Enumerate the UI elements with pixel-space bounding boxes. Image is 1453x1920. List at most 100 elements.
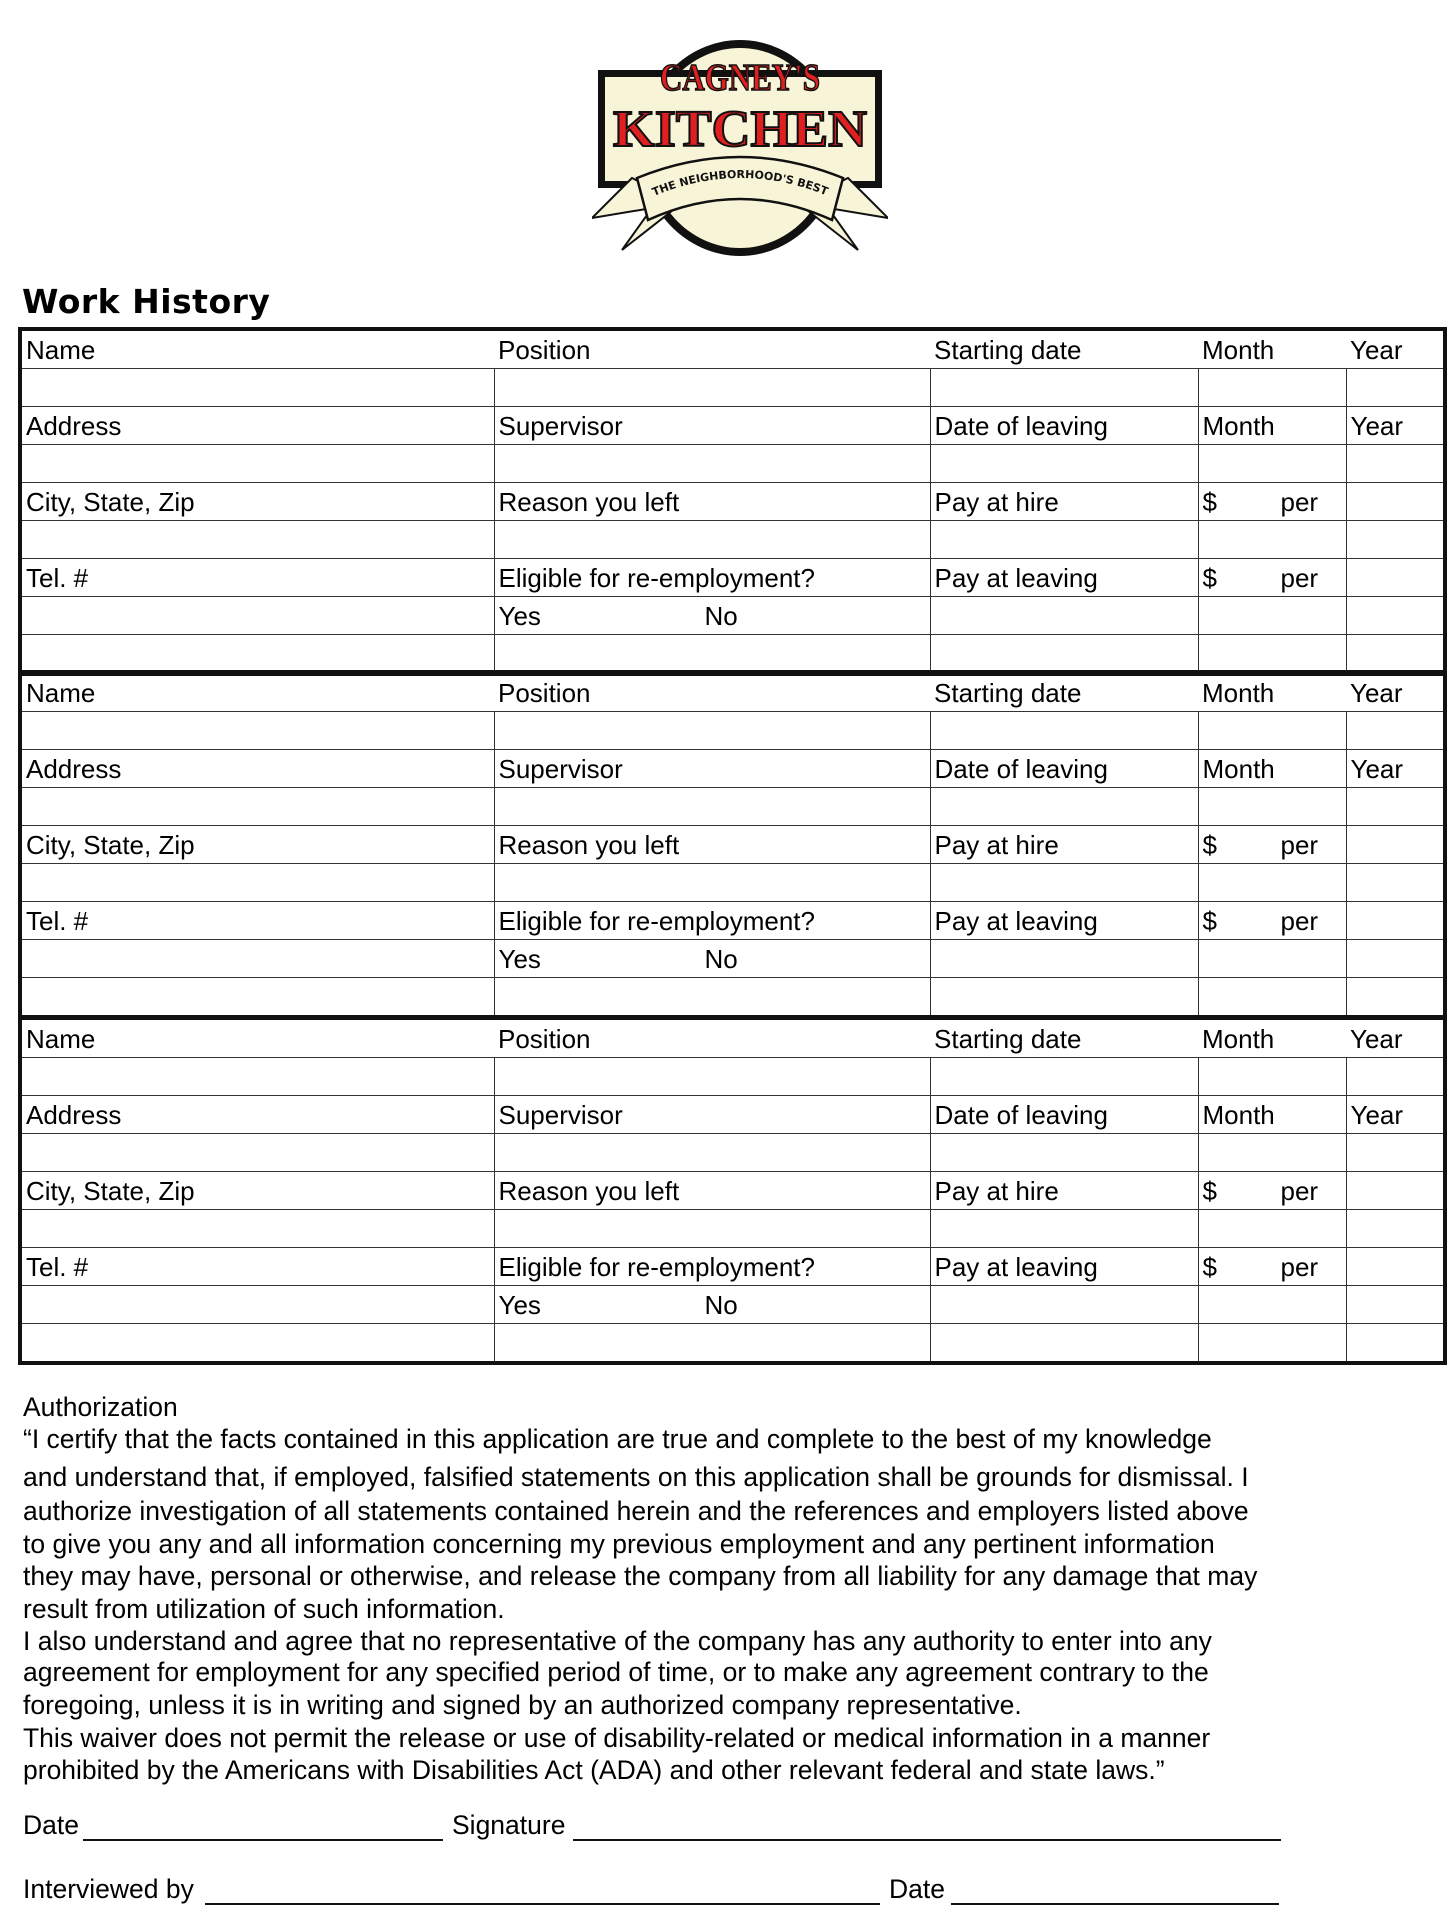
interview-date-field[interactable] [951,1903,1279,1905]
input-cell[interactable] [929,1209,1199,1248]
input-cell[interactable] [929,444,1199,483]
field-label: Starting date [930,671,1198,712]
cell-label: $ [1202,562,1217,593]
input-cell[interactable] [929,368,1199,407]
table-cell[interactable]: $ per [1197,901,1347,940]
field-label: Address [20,1095,495,1134]
input-cell[interactable] [1197,520,1347,559]
input-cell[interactable] [929,596,1199,635]
input-cell[interactable] [20,1057,495,1096]
input-cell[interactable] [1197,939,1347,978]
input-cell[interactable] [493,634,931,675]
input-cell[interactable] [1197,1133,1347,1172]
authorization-text-line: “I certify that the facts contained in t… [23,1424,1212,1454]
input-cell[interactable] [929,1057,1199,1096]
input-cell[interactable] [1197,977,1347,1018]
table-cell[interactable]: Yes No [493,1285,931,1324]
input-cell[interactable] [1197,596,1347,635]
table-cell[interactable]: $ per [1197,825,1347,864]
input-cell[interactable] [1197,1057,1347,1096]
input-cell[interactable] [929,977,1199,1018]
input-cell[interactable] [20,787,495,826]
input-cell[interactable] [493,787,931,826]
input-cell[interactable] [20,520,495,559]
signature-label: Signature [452,1810,566,1840]
input-cell[interactable] [1345,444,1445,483]
date-field[interactable] [83,1839,443,1841]
input-cell[interactable] [1197,1323,1347,1364]
input-cell[interactable] [1345,1285,1445,1324]
input-cell[interactable] [929,520,1199,559]
input-cell[interactable] [1345,482,1445,521]
input-cell[interactable] [1345,977,1445,1018]
input-cell[interactable] [1345,901,1445,940]
input-cell[interactable] [20,939,495,978]
table-cell[interactable]: $ per [1197,558,1347,597]
interviewed-by-field[interactable] [205,1903,880,1905]
table-row: Name Position Starting date Month Year [20,671,1445,712]
table-cell[interactable]: $ per [1197,482,1347,521]
input-cell[interactable] [493,1209,931,1248]
input-cell[interactable] [20,1209,495,1248]
input-cell[interactable] [1345,1057,1445,1096]
input-cell[interactable] [929,711,1199,750]
field-label: Starting date [930,328,1198,369]
table-cell[interactable]: Yes No [493,596,931,635]
input-cell[interactable] [20,1285,495,1324]
input-cell[interactable] [1345,558,1445,597]
input-cell[interactable] [1197,1209,1347,1248]
signature-field[interactable] [573,1839,1281,1841]
input-cell[interactable] [493,711,931,750]
input-cell[interactable] [1345,368,1445,407]
input-cell[interactable] [929,1323,1199,1364]
input-cell[interactable] [1345,1209,1445,1248]
input-cell[interactable] [493,1323,931,1364]
input-cell[interactable] [929,634,1199,675]
table-row: Yes No [20,1285,1445,1324]
field-label: Date of leaving [929,1095,1199,1134]
input-cell[interactable] [929,939,1199,978]
input-cell[interactable] [493,368,931,407]
input-cell[interactable] [1345,1323,1445,1364]
input-cell[interactable] [20,1323,495,1364]
input-cell[interactable] [493,1133,931,1172]
input-cell[interactable] [493,444,931,483]
input-cell[interactable] [1197,863,1347,902]
input-cell[interactable] [20,596,495,635]
input-cell[interactable] [20,711,495,750]
input-cell[interactable] [20,1133,495,1172]
input-cell[interactable] [1345,520,1445,559]
input-cell[interactable] [1197,368,1347,407]
input-cell[interactable] [20,444,495,483]
input-cell[interactable] [929,1285,1199,1324]
input-cell[interactable] [1345,1247,1445,1286]
table-cell[interactable]: $ per [1197,1247,1347,1286]
input-cell[interactable] [1345,939,1445,978]
input-cell[interactable] [1345,787,1445,826]
table-cell[interactable]: Yes No [493,939,931,978]
input-cell[interactable] [1345,634,1445,675]
input-cell[interactable] [493,863,931,902]
input-cell[interactable] [1197,634,1347,675]
input-cell[interactable] [20,634,495,675]
table-cell[interactable]: $ per [1197,1171,1347,1210]
input-cell[interactable] [1197,444,1347,483]
input-cell[interactable] [1345,596,1445,635]
input-cell[interactable] [929,863,1199,902]
input-cell[interactable] [493,1057,931,1096]
input-cell[interactable] [1197,1285,1347,1324]
input-cell[interactable] [1345,711,1445,750]
input-cell[interactable] [1345,1171,1445,1210]
input-cell[interactable] [20,368,495,407]
input-cell[interactable] [20,977,495,1018]
input-cell[interactable] [1345,863,1445,902]
input-cell[interactable] [493,977,931,1018]
input-cell[interactable] [20,863,495,902]
input-cell[interactable] [929,1133,1199,1172]
input-cell[interactable] [929,787,1199,826]
input-cell[interactable] [1197,787,1347,826]
input-cell[interactable] [1345,1133,1445,1172]
input-cell[interactable] [1197,711,1347,750]
input-cell[interactable] [493,520,931,559]
input-cell[interactable] [1345,825,1445,864]
